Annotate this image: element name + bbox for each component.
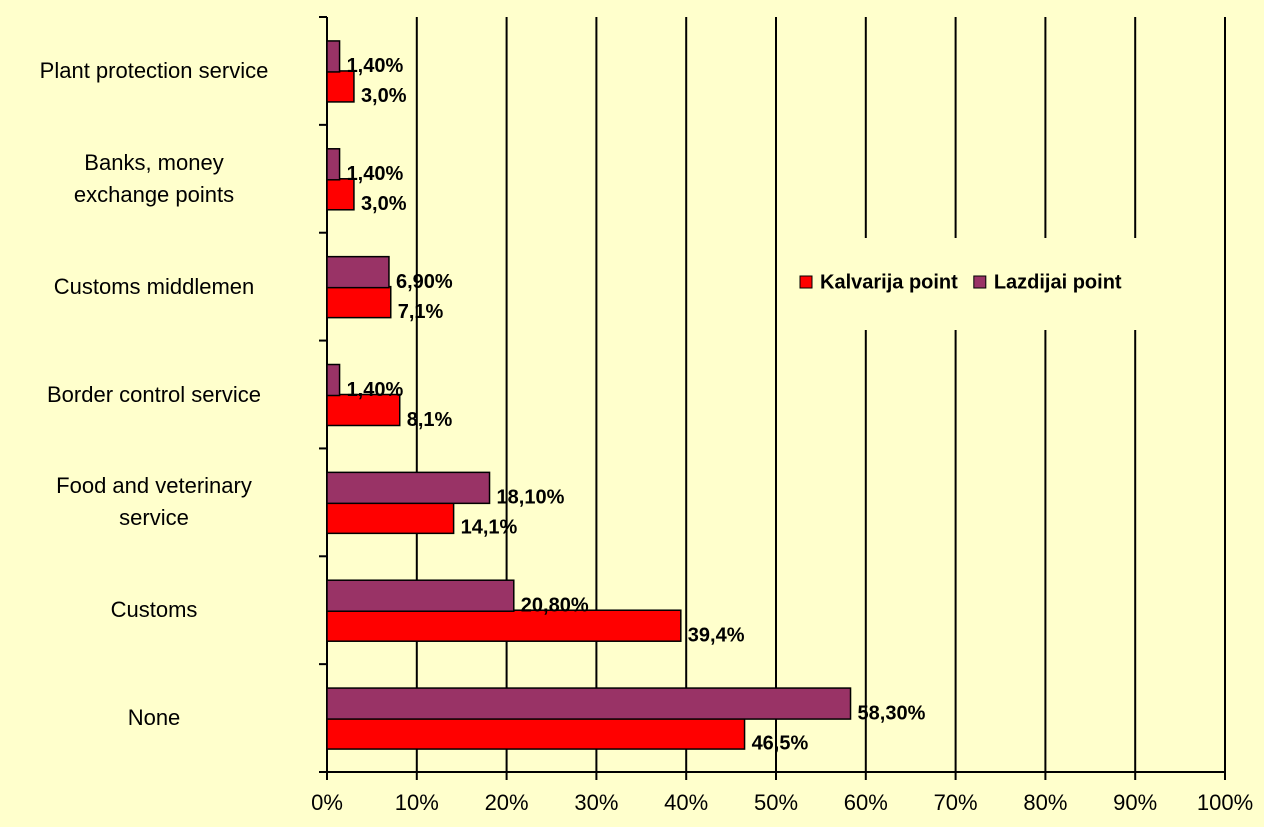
bar [326, 255, 390, 289]
x-tick-label: 100% [1197, 790, 1253, 815]
y-tick-label: Food and veterinary service [56, 473, 252, 531]
legend-swatch [799, 275, 813, 289]
legend-label: Lazdijai point [994, 271, 1122, 293]
y-tick-label: Customs [110, 597, 198, 623]
x-tick-label: 90% [1113, 790, 1157, 815]
x-tick-label: 80% [1023, 790, 1067, 815]
x-tick-label: 0% [311, 790, 343, 815]
data-label: 8,1% [407, 409, 453, 431]
data-label: 7,1% [398, 301, 444, 323]
x-tick-label: 60% [844, 790, 888, 815]
data-label: 39,4% [688, 624, 745, 646]
y-tick-label: Plant protection service [39, 57, 269, 83]
y-tick-label: Banks, money exchange points [73, 149, 235, 207]
bar [326, 717, 746, 750]
bar [326, 471, 491, 505]
y-tick-label: Border control service [47, 381, 261, 407]
x-tick-label: 40% [664, 790, 708, 815]
bar [326, 148, 341, 181]
bar [326, 609, 682, 642]
legend-swatch [973, 275, 987, 289]
data-label: 6,90% [396, 271, 453, 293]
x-tick-label: 70% [934, 790, 978, 815]
bar [326, 70, 355, 103]
y-tick-label: None [127, 705, 181, 731]
x-tick-label: 30% [574, 790, 618, 815]
data-label: 14,1% [461, 517, 518, 539]
bar [326, 501, 455, 535]
data-label: 1,40% [347, 163, 404, 185]
data-label: 1,40% [347, 379, 404, 401]
data-label: 3,0% [361, 193, 407, 215]
data-label: 1,40% [347, 55, 404, 77]
bar [326, 178, 355, 211]
bar [326, 687, 852, 720]
data-label: 46,5% [752, 732, 809, 754]
bar [326, 579, 515, 612]
bar [326, 393, 401, 427]
data-label: 58,30% [858, 702, 926, 724]
bar [326, 285, 392, 319]
x-tick-label: 10% [395, 790, 439, 815]
x-tick-label: 20% [485, 790, 529, 815]
data-label: 20,80% [521, 594, 589, 616]
x-tick-label: 50% [754, 790, 798, 815]
data-label: 18,10% [497, 487, 565, 509]
y-tick-label: Customs middlemen [53, 273, 255, 299]
legend-label: Kalvarija point [820, 271, 958, 293]
legend-box [785, 238, 1215, 330]
bar [326, 40, 341, 73]
data-label: 3,0% [361, 85, 407, 107]
bar [326, 363, 341, 397]
